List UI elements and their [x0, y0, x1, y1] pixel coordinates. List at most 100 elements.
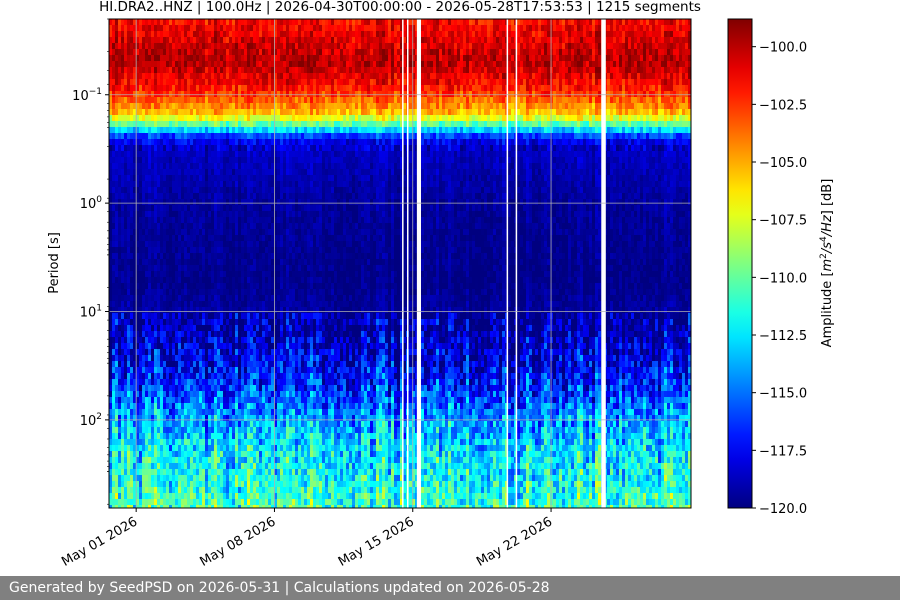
- heatmap-cell: [226, 241, 230, 248]
- heatmap-cell: [250, 103, 254, 110]
- heatmap-cell: [187, 421, 191, 428]
- heatmap-cell: [199, 217, 203, 224]
- heatmap-cell: [154, 175, 158, 182]
- heatmap-cell: [244, 85, 248, 92]
- heatmap-cell: [142, 97, 146, 104]
- heatmap-cell: [169, 199, 173, 206]
- heatmap-cell: [211, 445, 215, 452]
- heatmap-cell: [193, 187, 197, 194]
- heatmap-cell: [205, 49, 209, 56]
- heatmap-cell: [289, 37, 293, 44]
- heatmap-cell: [232, 433, 236, 440]
- heatmap-cell: [145, 427, 149, 434]
- heatmap-cell: [220, 193, 224, 200]
- heatmap-cell: [127, 337, 131, 344]
- heatmap-cell: [247, 433, 251, 440]
- heatmap-cell: [112, 139, 116, 146]
- heatmap-cell: [208, 463, 212, 470]
- heatmap-cell: [211, 325, 215, 332]
- heatmap-cell: [142, 409, 146, 416]
- heatmap-cell: [160, 151, 164, 158]
- heatmap-cell: [115, 463, 119, 470]
- heatmap-cell: [154, 193, 158, 200]
- heatmap-cell: [202, 91, 206, 98]
- heatmap-cell: [166, 139, 170, 146]
- heatmap-cell: [193, 25, 197, 32]
- heatmap-cell: [283, 469, 287, 476]
- heatmap-cell: [127, 349, 131, 356]
- heatmap-cell: [214, 475, 218, 482]
- heatmap-cell: [166, 205, 170, 212]
- heatmap-cell: [205, 397, 209, 404]
- heatmap-cell: [211, 127, 215, 134]
- heatmap-cell: [211, 235, 215, 242]
- heatmap-cell: [223, 433, 227, 440]
- heatmap-cell: [127, 373, 131, 380]
- heatmap-cell: [262, 49, 266, 56]
- heatmap-cell: [187, 343, 191, 350]
- heatmap-cell: [115, 469, 119, 476]
- heatmap-cell: [235, 73, 239, 80]
- heatmap-cell: [142, 25, 146, 32]
- heatmap-cell: [118, 163, 122, 170]
- heatmap-cell: [259, 355, 263, 362]
- heatmap-cell: [238, 409, 242, 416]
- heatmap-cell: [253, 295, 257, 302]
- heatmap-cell: [217, 49, 221, 56]
- heatmap-cell: [283, 127, 287, 134]
- heatmap-cell: [148, 367, 152, 374]
- heatmap-cell: [130, 415, 134, 422]
- heatmap-cell: [109, 235, 113, 242]
- heatmap-cell: [163, 367, 167, 374]
- heatmap-cell: [115, 403, 119, 410]
- heatmap-cell: [121, 397, 125, 404]
- heatmap-cell: [259, 121, 263, 128]
- heatmap-cell: [166, 481, 170, 488]
- heatmap-cell: [112, 187, 116, 194]
- heatmap-cell: [121, 361, 125, 368]
- heatmap-cell: [181, 187, 185, 194]
- heatmap-cell: [250, 421, 254, 428]
- heatmap-cell: [214, 397, 218, 404]
- heatmap-cell: [193, 355, 197, 362]
- heatmap-cell: [208, 397, 212, 404]
- heatmap-cell: [256, 157, 260, 164]
- heatmap-cell: [289, 211, 293, 218]
- heatmap-cell: [190, 337, 194, 344]
- heatmap-cell: [223, 277, 227, 284]
- heatmap-cell: [187, 151, 191, 158]
- heatmap-cell: [268, 361, 272, 368]
- heatmap-cell: [259, 103, 263, 110]
- heatmap-cell: [109, 133, 113, 140]
- heatmap-cell: [115, 487, 119, 494]
- heatmap-cell: [190, 79, 194, 86]
- heatmap-cell: [115, 259, 119, 266]
- heatmap-cell: [169, 355, 173, 362]
- heatmap-cell: [238, 127, 242, 134]
- heatmap-cell: [208, 31, 212, 38]
- heatmap-cell: [130, 103, 134, 110]
- heatmap-cell: [115, 43, 119, 50]
- heatmap-cell: [196, 367, 200, 374]
- heatmap-cell: [109, 325, 113, 332]
- heatmap-cell: [202, 175, 206, 182]
- heatmap-cell: [199, 37, 203, 44]
- heatmap-cell: [148, 37, 152, 44]
- heatmap-cell: [175, 451, 179, 458]
- heatmap-cell: [232, 235, 236, 242]
- heatmap-cell: [196, 217, 200, 224]
- heatmap-cell: [247, 451, 251, 458]
- heatmap-cell: [145, 199, 149, 206]
- heatmap-cell: [241, 49, 245, 56]
- heatmap-cell: [187, 187, 191, 194]
- heatmap-cell: [208, 157, 212, 164]
- heatmap-cell: [202, 247, 206, 254]
- heatmap-cell: [253, 259, 257, 266]
- heatmap-cell: [199, 115, 203, 122]
- heatmap-cell: [283, 451, 287, 458]
- heatmap-cell: [169, 67, 173, 74]
- heatmap-cell: [142, 151, 146, 158]
- heatmap-cell: [262, 451, 266, 458]
- heatmap-cell: [217, 385, 221, 392]
- heatmap-cell: [259, 271, 263, 278]
